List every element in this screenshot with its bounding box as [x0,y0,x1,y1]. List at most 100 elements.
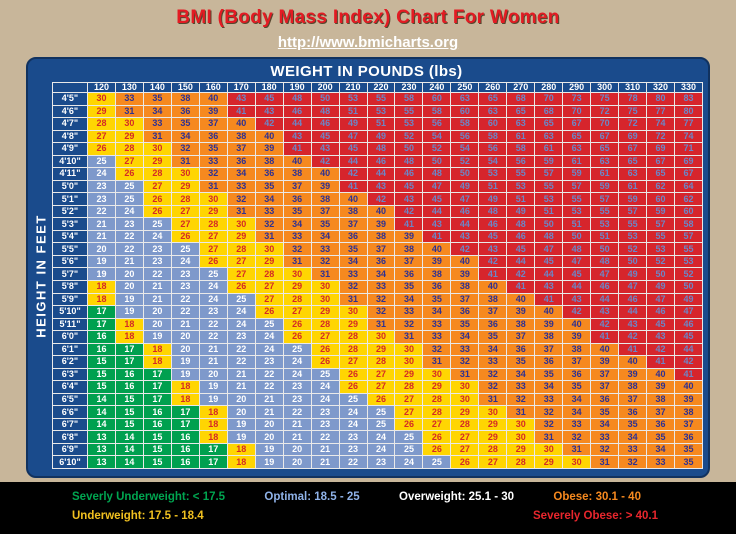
bmi-cell: 24 [394,455,424,469]
bmi-cell: 47 [674,305,703,319]
bmi-cell: 32 [254,217,284,231]
bmi-cell: 36 [226,154,256,169]
bmi-cell: 35 [254,179,284,194]
bmi-cell: 64 [674,179,703,194]
bmi-cell: 40 [450,254,480,269]
bmi-cell: 41 [674,367,703,382]
bmi-cell: 30 [478,405,508,419]
bmi-cell: 55 [562,192,592,206]
bmi-cell: 32 [338,279,368,294]
bmi-cell: 28 [394,380,424,394]
bmi-cell: 37 [590,380,620,394]
height-axis-title: HEIGHT IN FEET [30,82,52,469]
table-row: 4'11" 24 26 28 30 32 34 36 38 40 42 44 46 48 50 53 55 57 5… [52,167,703,181]
bmi-cell: 47 [562,254,592,269]
bmi-cell: 35 [674,455,703,469]
bmi-cell: 33 [254,204,284,219]
bmi-cell: 30 [506,430,536,444]
bmi-cell: 23 [366,455,396,469]
bmi-cell: 26 [422,430,452,444]
bmi-cell: 51 [534,204,564,219]
bmi-cell: 65 [618,154,648,169]
bmi-cell: 29 [226,229,256,244]
bmi-cell: 33 [310,242,340,256]
bmi-cell: 61 [590,167,620,181]
bmi-cell: 45 [478,229,508,244]
legend-bar: Severly Underweight: < 17.5 Optimal: 18.5… [0,482,736,534]
bmi-cell: 43 [646,330,676,344]
bmi-cell: 21 [226,380,256,394]
bmi-cell: 21 [254,405,284,419]
bmi-cell: 61 [562,154,592,169]
bmi-cell: 35 [590,405,620,419]
bmi-cell: 26 [170,229,200,244]
bmi-cell: 25 [114,192,144,206]
site-url-link[interactable]: http://www.bmicharts.org [277,34,459,51]
bmi-cell: 28 [506,455,536,469]
bmi-cell: 27 [366,367,396,382]
bmi-cell: 68 [506,92,536,106]
weight-column-header: 200 [310,82,340,93]
bmi-cell: 27 [170,204,200,219]
bmi-cell: 31 [366,317,396,332]
corner-cell [52,82,88,93]
bmi-cell: 37 [310,204,340,219]
row-height-label: 4'11" [52,167,88,181]
bmi-cell: 39 [618,367,648,382]
bmi-cell: 39 [310,179,340,194]
bmi-cell: 57 [590,192,620,206]
bmi-cell: 49 [646,279,676,294]
bmi-cell: 31 [562,442,592,457]
bmi-cell: 16 [142,405,172,419]
bmi-cell: 43 [590,305,620,319]
bmi-cell: 33 [562,417,592,432]
bmi-cell: 39 [394,229,424,244]
bmi-cell: 28 [422,392,452,407]
bmi-cell: 25 [226,292,256,307]
bmi-cell: 45 [338,142,368,156]
bmi-cell: 58 [478,129,508,144]
bmi-cell: 21 [87,217,116,231]
bmi-cell: 58 [422,104,452,119]
bmi-cell: 34 [618,430,648,444]
bmi-cell: 44 [590,292,620,307]
bmi-cell: 21 [310,455,340,469]
table-row: 6'10" 13 14 15 16 17 18 19 20 21 22 23 24 25 26 27 28 29 3… [52,455,703,469]
bmi-cell: 42 [310,154,340,169]
row-height-label: 5'1" [52,192,88,206]
bmi-cell: 29 [422,380,452,394]
bmi-cell: 20 [87,242,116,256]
bmi-cell: 25 [366,405,396,419]
bmi-cell: 34 [506,367,536,382]
bmi-cell: 17 [114,355,144,369]
bmi-cell: 35 [282,204,312,219]
bmi-cell: 43 [478,242,508,256]
bmi-cell: 25 [366,417,396,432]
bmi-cell: 52 [674,267,703,281]
bmi-cell: 80 [646,92,676,106]
bmi-cell: 25 [394,442,424,457]
bmi-cell: 31 [282,254,312,269]
bmi-cell: 51 [562,217,592,231]
bmi-cell: 48 [282,92,312,106]
bmi-cell: 32 [590,442,620,457]
table-row: 6'6" 14 15 16 17 18 20 21 22 23 24 25 27 28 29 30 31 32 34… [52,405,703,419]
bmi-cell: 18 [198,405,228,419]
bmi-cell: 67 [590,129,620,144]
bmi-cell: 28 [478,442,508,457]
bmi-cell: 18 [87,279,116,294]
bmi-cell: 31 [422,355,452,369]
weight-column-header: 320 [646,82,676,93]
bmi-cell: 33 [478,355,508,369]
bmi-cell: 27 [450,430,480,444]
bmi-cell: 33 [506,380,536,394]
bmi-cell: 35 [394,279,424,294]
bmi-cell: 18 [226,442,256,457]
weight-header-row: 120 130 140 150 160 170 180 190 200 210 220 230 240 2… [52,82,703,93]
bmi-cell: 30 [422,367,452,382]
bmi-cell: 41 [646,355,676,369]
bmi-cell: 59 [534,154,564,169]
table-row: 6'2" 15 17 18 19 21 22 23 24 26 27 28 30 31 32 33 35 36 37… [52,355,703,369]
bmi-cell: 22 [282,405,312,419]
bmi-cell: 75 [590,92,620,106]
